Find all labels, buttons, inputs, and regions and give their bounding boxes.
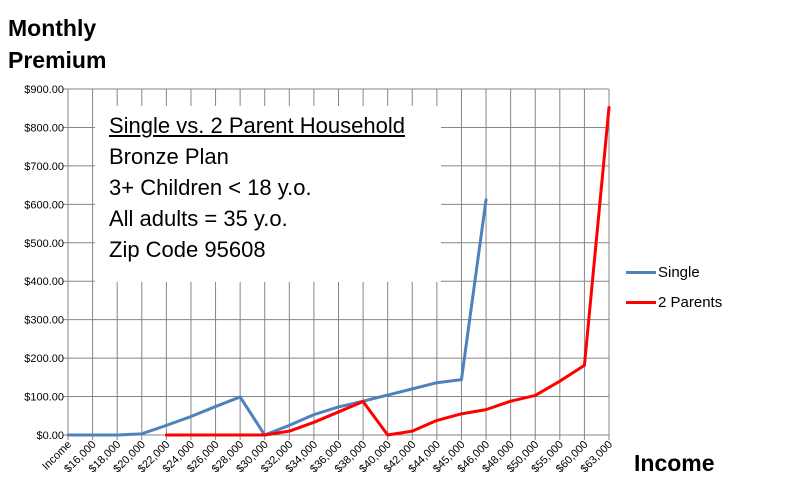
legend-swatch-single bbox=[626, 270, 656, 274]
y-tick-label: $800.00 bbox=[24, 122, 64, 134]
series-lines bbox=[66, 105, 611, 437]
x-tick-labels: Income$16,000$18,000$20,000$22,000$24,00… bbox=[40, 439, 615, 476]
legend-item-single: Single bbox=[626, 257, 722, 287]
annotation-adults: All adults = 35 y.o. bbox=[109, 206, 288, 231]
legend-label-single: Single bbox=[658, 263, 700, 281]
y-axis-title-line2: Premium bbox=[8, 47, 107, 73]
y-tick-label: $100.00 bbox=[24, 392, 64, 404]
y-tick-label: $400.00 bbox=[24, 276, 64, 288]
y-tick-label: $200.00 bbox=[24, 353, 64, 365]
annotation-box: Single vs. 2 Parent Household Bronze Pla… bbox=[95, 106, 441, 282]
legend-item-2-parents: 2 Parents bbox=[626, 287, 722, 317]
y-tick-label: $700.00 bbox=[24, 161, 64, 173]
y-axis-title: Monthly Premium bbox=[8, 12, 106, 76]
annotation-title: Single vs. 2 Parent Household bbox=[109, 113, 405, 138]
legend-swatch-2-parents bbox=[626, 300, 656, 304]
annotation-zip: Zip Code 95608 bbox=[109, 237, 266, 262]
y-tick-label: $900.00 bbox=[24, 84, 64, 96]
x-axis-title: Income bbox=[634, 450, 715, 476]
series-line-2-parents bbox=[164, 105, 611, 437]
y-tick-label: $500.00 bbox=[24, 238, 64, 250]
annotation-children: 3+ Children < 18 y.o. bbox=[109, 175, 312, 200]
y-tick-labels: $0.00 $100.00 $200.00 $300.00 $400.00 $500.00… bbox=[24, 84, 64, 442]
series-line-single bbox=[66, 198, 488, 437]
y-tick-label: $600.00 bbox=[24, 199, 64, 211]
legend-label-2-parents: 2 Parents bbox=[658, 293, 723, 311]
axes bbox=[63, 88, 610, 440]
y-axis-title-line1: Monthly bbox=[8, 15, 97, 41]
y-tick-label: $300.00 bbox=[24, 315, 64, 327]
annotation-plan: Bronze Plan bbox=[109, 144, 229, 169]
y-tick-label: $0.00 bbox=[36, 430, 64, 442]
legend: Single 2 Parents bbox=[626, 257, 722, 317]
